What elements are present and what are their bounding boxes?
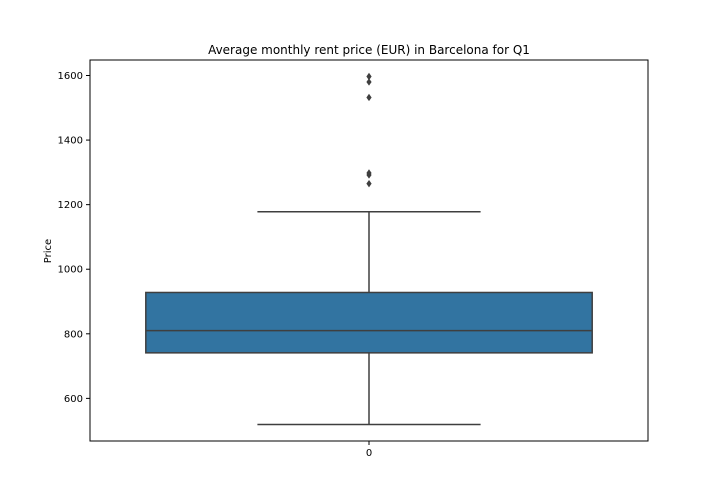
y-tick-label: 1200 xyxy=(58,200,83,211)
outlier-point xyxy=(366,78,372,86)
y-axis-label: Price xyxy=(43,239,54,263)
plot-frame xyxy=(89,59,649,442)
y-tick-label: 800 xyxy=(64,329,83,340)
y-tick-label: 1000 xyxy=(58,265,83,276)
y-tick-label: 600 xyxy=(64,394,83,405)
outlier-point xyxy=(366,93,372,102)
y-tick-label: 1400 xyxy=(58,136,83,147)
iqr-box xyxy=(145,291,593,354)
plot-area: 600 800 1000 1200 1400 1600 0 xyxy=(58,71,593,459)
chart-title: Average monthly rent price (EUR) in Barc… xyxy=(208,43,530,57)
outlier-point xyxy=(366,72,372,81)
outlier-point xyxy=(366,169,372,177)
outlier-point xyxy=(366,179,372,188)
x-tick-label: 0 xyxy=(366,448,372,459)
y-tick-label: 1600 xyxy=(58,71,83,82)
